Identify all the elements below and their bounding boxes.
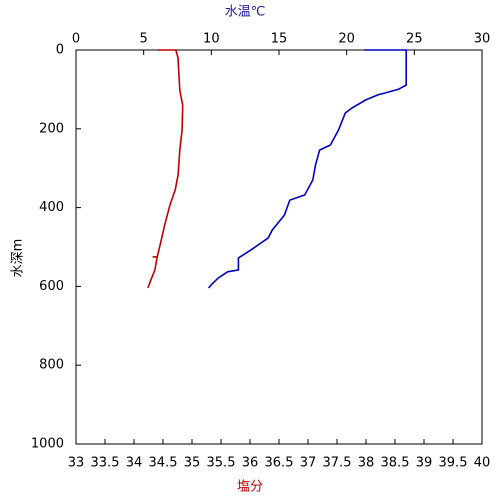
y-tick-label: 600 (39, 279, 64, 294)
x-tick-label: 38 (358, 456, 375, 471)
x2-tick-label: 25 (406, 32, 423, 47)
y-tick-label: 800 (39, 358, 64, 373)
x-tick-label: 34 (126, 456, 143, 471)
x2-tick-label: 5 (140, 32, 148, 47)
x-axis-title: 塩分 (237, 480, 263, 495)
x2-tick-label: 0 (72, 32, 80, 47)
profile-line (207, 49, 407, 289)
x-tick-label: 34.5 (149, 456, 178, 471)
x-tick-label: 39.5 (439, 456, 468, 471)
x2-tick-label: 20 (338, 32, 355, 47)
x-tick-label: 33 (68, 456, 85, 471)
x-tick-label: 39 (416, 456, 433, 471)
x2-tick-label: 10 (203, 32, 220, 47)
x-tick-label: 36 (242, 456, 259, 471)
x-tick-label: 37.5 (323, 456, 352, 471)
x-tick-label: 37 (300, 456, 317, 471)
x2-axis-title: 水温℃ (225, 5, 266, 20)
y-tick-label: 0 (56, 43, 64, 58)
x-tick-label: 38.5 (381, 456, 410, 471)
x2-tick-label: 15 (271, 32, 288, 47)
y-tick-label: 200 (39, 121, 64, 136)
plot-frame (75, 49, 483, 445)
x-tick-label: 35 (184, 456, 201, 471)
y-tick-label: 1000 (31, 437, 64, 452)
y-axis-title: 水深m (11, 239, 26, 278)
x-tick-label: 40 (474, 456, 491, 471)
x-tick-label: 35.5 (207, 456, 236, 471)
x-tick-label: 33.5 (91, 456, 120, 471)
x-tick-label: 36.5 (265, 456, 294, 471)
x2-tick-label: 30 (474, 32, 491, 47)
y-tick-label: 400 (39, 200, 64, 215)
profile-line (147, 49, 184, 289)
